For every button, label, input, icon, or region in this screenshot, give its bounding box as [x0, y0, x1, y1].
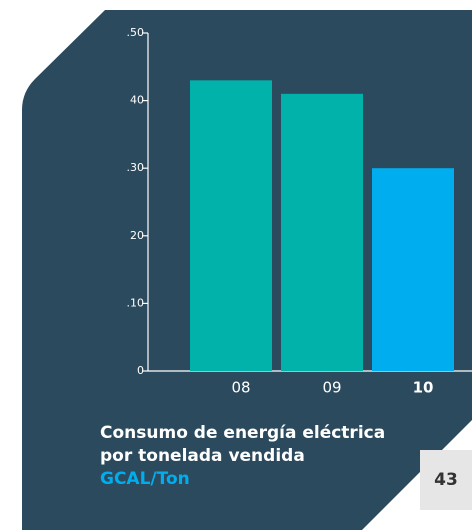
title-line: Consumo de energía eléctrica: [100, 423, 385, 443]
x-tick-label: 08: [231, 379, 250, 397]
bar: [372, 168, 454, 371]
title-line: por tonelada vendida: [100, 446, 305, 466]
y-tick-label: 40: [130, 94, 144, 107]
x-tick-label: 09: [322, 379, 341, 397]
unit: GCAL/Ton: [100, 469, 190, 489]
y-tick-label: 20: [130, 229, 144, 242]
page-number-box: [420, 450, 472, 510]
y-tick-label: 0: [137, 364, 144, 377]
x-tick-label: 10: [413, 379, 434, 397]
bar: [190, 80, 272, 371]
y-tick-label: .10: [127, 296, 145, 309]
bar: [281, 93, 363, 371]
y-tick-label: .50: [127, 26, 145, 39]
y-tick-label: .30: [127, 161, 145, 174]
page-number: 43: [434, 470, 458, 490]
